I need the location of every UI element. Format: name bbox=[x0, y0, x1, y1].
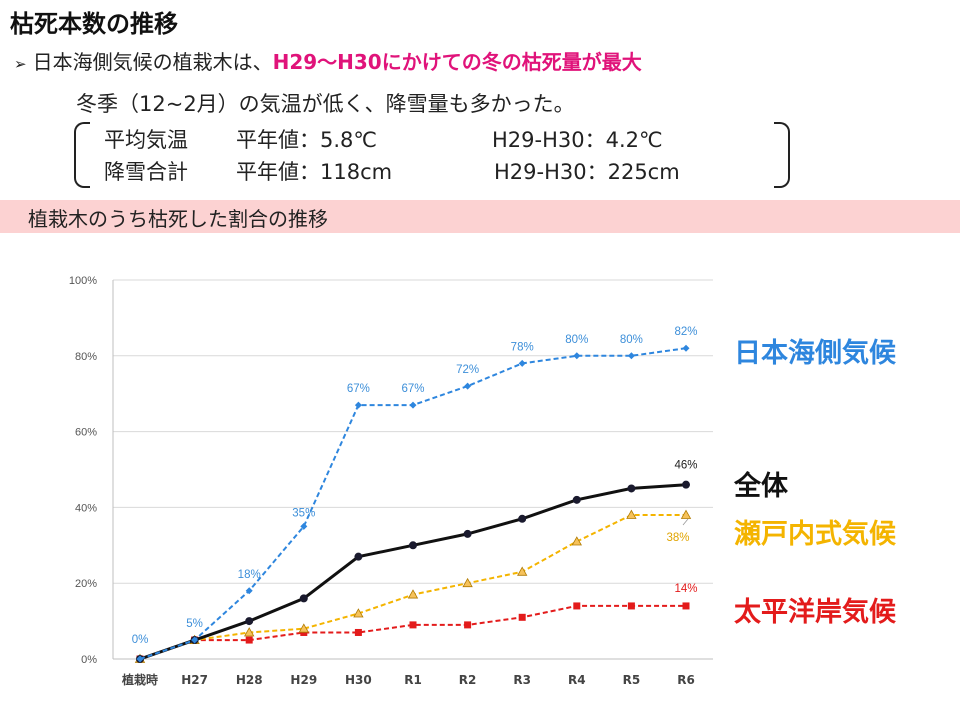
row-temp-h29h30: H29-H30：4.2℃ bbox=[492, 128, 663, 152]
line-chart: 0% 20% 40% 60% 80% 100% 植栽時 H27 H28 H29 H30 R1 R2 R3 R… bbox=[69, 275, 897, 687]
row-temp-label: 平均気温 bbox=[104, 128, 188, 152]
bullet-line: ➢ 日本海側気候の植栽木は、H29〜H30にかけての冬の枯死量が最大 bbox=[14, 46, 642, 75]
data-point bbox=[573, 352, 581, 360]
row-snow-normal: 平年値：118cm bbox=[236, 160, 393, 184]
x-tick-label: 植栽時 bbox=[121, 672, 158, 687]
data-point bbox=[573, 602, 581, 610]
legend-label: 全体 bbox=[733, 470, 789, 502]
data-label: 67% bbox=[401, 383, 424, 395]
row-snow-h29h30: H29-H30：225cm bbox=[494, 160, 680, 184]
data-point bbox=[571, 536, 582, 546]
data-point bbox=[682, 344, 690, 352]
data-point bbox=[409, 621, 417, 629]
data-label: 80% bbox=[620, 334, 643, 346]
row-temp-normal: 平年値：5.8℃ bbox=[236, 128, 377, 152]
data-point bbox=[298, 623, 309, 633]
data-point bbox=[300, 522, 308, 530]
y-tick-label: 80% bbox=[75, 351, 97, 363]
data-label: 0% bbox=[132, 634, 149, 646]
row-snow-label: 降雪合計 bbox=[104, 160, 188, 184]
data-point bbox=[409, 541, 417, 550]
x-tick-label: R5 bbox=[623, 673, 641, 687]
data-label: 38% bbox=[666, 532, 689, 544]
data-point bbox=[354, 552, 363, 561]
data-label: 5% bbox=[186, 618, 203, 630]
data-point bbox=[354, 628, 362, 636]
series-line bbox=[139, 604, 686, 660]
arrow-bullet-icon: ➢ bbox=[14, 55, 27, 73]
data-label: 78% bbox=[511, 341, 534, 353]
data-point bbox=[682, 480, 690, 489]
climate-box: 平均気温 平年値：5.8℃ H29-H30：4.2℃ 降雪合計 平年値：118c… bbox=[74, 122, 790, 188]
data-point bbox=[245, 587, 253, 595]
data-label: 35% bbox=[292, 507, 315, 519]
data-point bbox=[244, 627, 255, 637]
data-label: 67% bbox=[347, 383, 370, 395]
data-point bbox=[627, 602, 635, 610]
data-label: 18% bbox=[238, 569, 261, 581]
x-tick-label: R3 bbox=[513, 673, 531, 687]
data-point bbox=[627, 484, 636, 493]
left-bracket bbox=[74, 122, 90, 188]
legend-label: 日本海側気候 bbox=[734, 337, 897, 369]
y-tick-label: 20% bbox=[75, 578, 97, 590]
x-tick-label: R4 bbox=[568, 673, 586, 687]
y-tick-label: 100% bbox=[69, 275, 97, 287]
data-point bbox=[680, 509, 692, 519]
data-point bbox=[462, 577, 473, 588]
data-label: 72% bbox=[456, 364, 479, 376]
data-point bbox=[464, 621, 472, 629]
series-line bbox=[139, 483, 687, 661]
data-label: 46% bbox=[674, 460, 697, 472]
data-label: 80% bbox=[565, 334, 588, 346]
right-bracket bbox=[774, 122, 790, 188]
x-tick-label: R6 bbox=[677, 673, 695, 687]
data-point bbox=[354, 401, 362, 409]
data-point bbox=[518, 613, 526, 621]
data-point bbox=[409, 401, 417, 409]
page-title: 枯死本数の推移 bbox=[10, 10, 178, 38]
section-banner: 植栽木のうち枯死した割合の推移 bbox=[0, 200, 960, 233]
data-label: 14% bbox=[674, 583, 697, 595]
data-point bbox=[191, 636, 199, 644]
data-point bbox=[517, 566, 528, 576]
data-point bbox=[626, 509, 637, 519]
x-tick-label: H29 bbox=[290, 673, 317, 687]
data-point bbox=[299, 594, 308, 603]
data-point bbox=[682, 602, 690, 610]
x-tick-label: H30 bbox=[345, 673, 372, 687]
data-label: 82% bbox=[674, 326, 697, 338]
x-tick-label: R2 bbox=[459, 673, 477, 687]
series-line bbox=[139, 514, 686, 660]
x-tick-label: R1 bbox=[404, 673, 422, 687]
y-tick-label: 40% bbox=[75, 502, 97, 514]
data-point bbox=[518, 359, 526, 367]
data-point bbox=[518, 514, 527, 523]
data-point bbox=[245, 617, 254, 626]
data-point bbox=[627, 352, 635, 360]
legend-label: 太平洋岸気候 bbox=[734, 596, 897, 628]
x-tick-label: H28 bbox=[236, 673, 263, 687]
legend-label: 瀬戸内式気候 bbox=[734, 518, 897, 550]
y-tick-label: 0% bbox=[81, 654, 97, 666]
data-point bbox=[572, 495, 581, 504]
data-point bbox=[353, 608, 364, 618]
subline: 冬季（12~2月）の気温が低く、降雪量も多かった。 bbox=[76, 92, 575, 116]
banner-text: 植栽木のうち枯死した割合の推移 bbox=[28, 207, 328, 231]
data-point bbox=[407, 589, 419, 599]
bullet-prefix: 日本海側気候の植栽木は、 bbox=[32, 50, 273, 74]
x-tick-label: H27 bbox=[181, 673, 208, 687]
data-point bbox=[245, 636, 253, 644]
data-point bbox=[464, 382, 472, 390]
data-point bbox=[463, 529, 472, 538]
label-leader-line bbox=[682, 518, 689, 526]
bullet-highlight: H29〜H30にかけての冬の枯死量が最大 bbox=[272, 50, 642, 74]
y-tick-label: 60% bbox=[75, 427, 97, 439]
data-point bbox=[136, 655, 144, 663]
